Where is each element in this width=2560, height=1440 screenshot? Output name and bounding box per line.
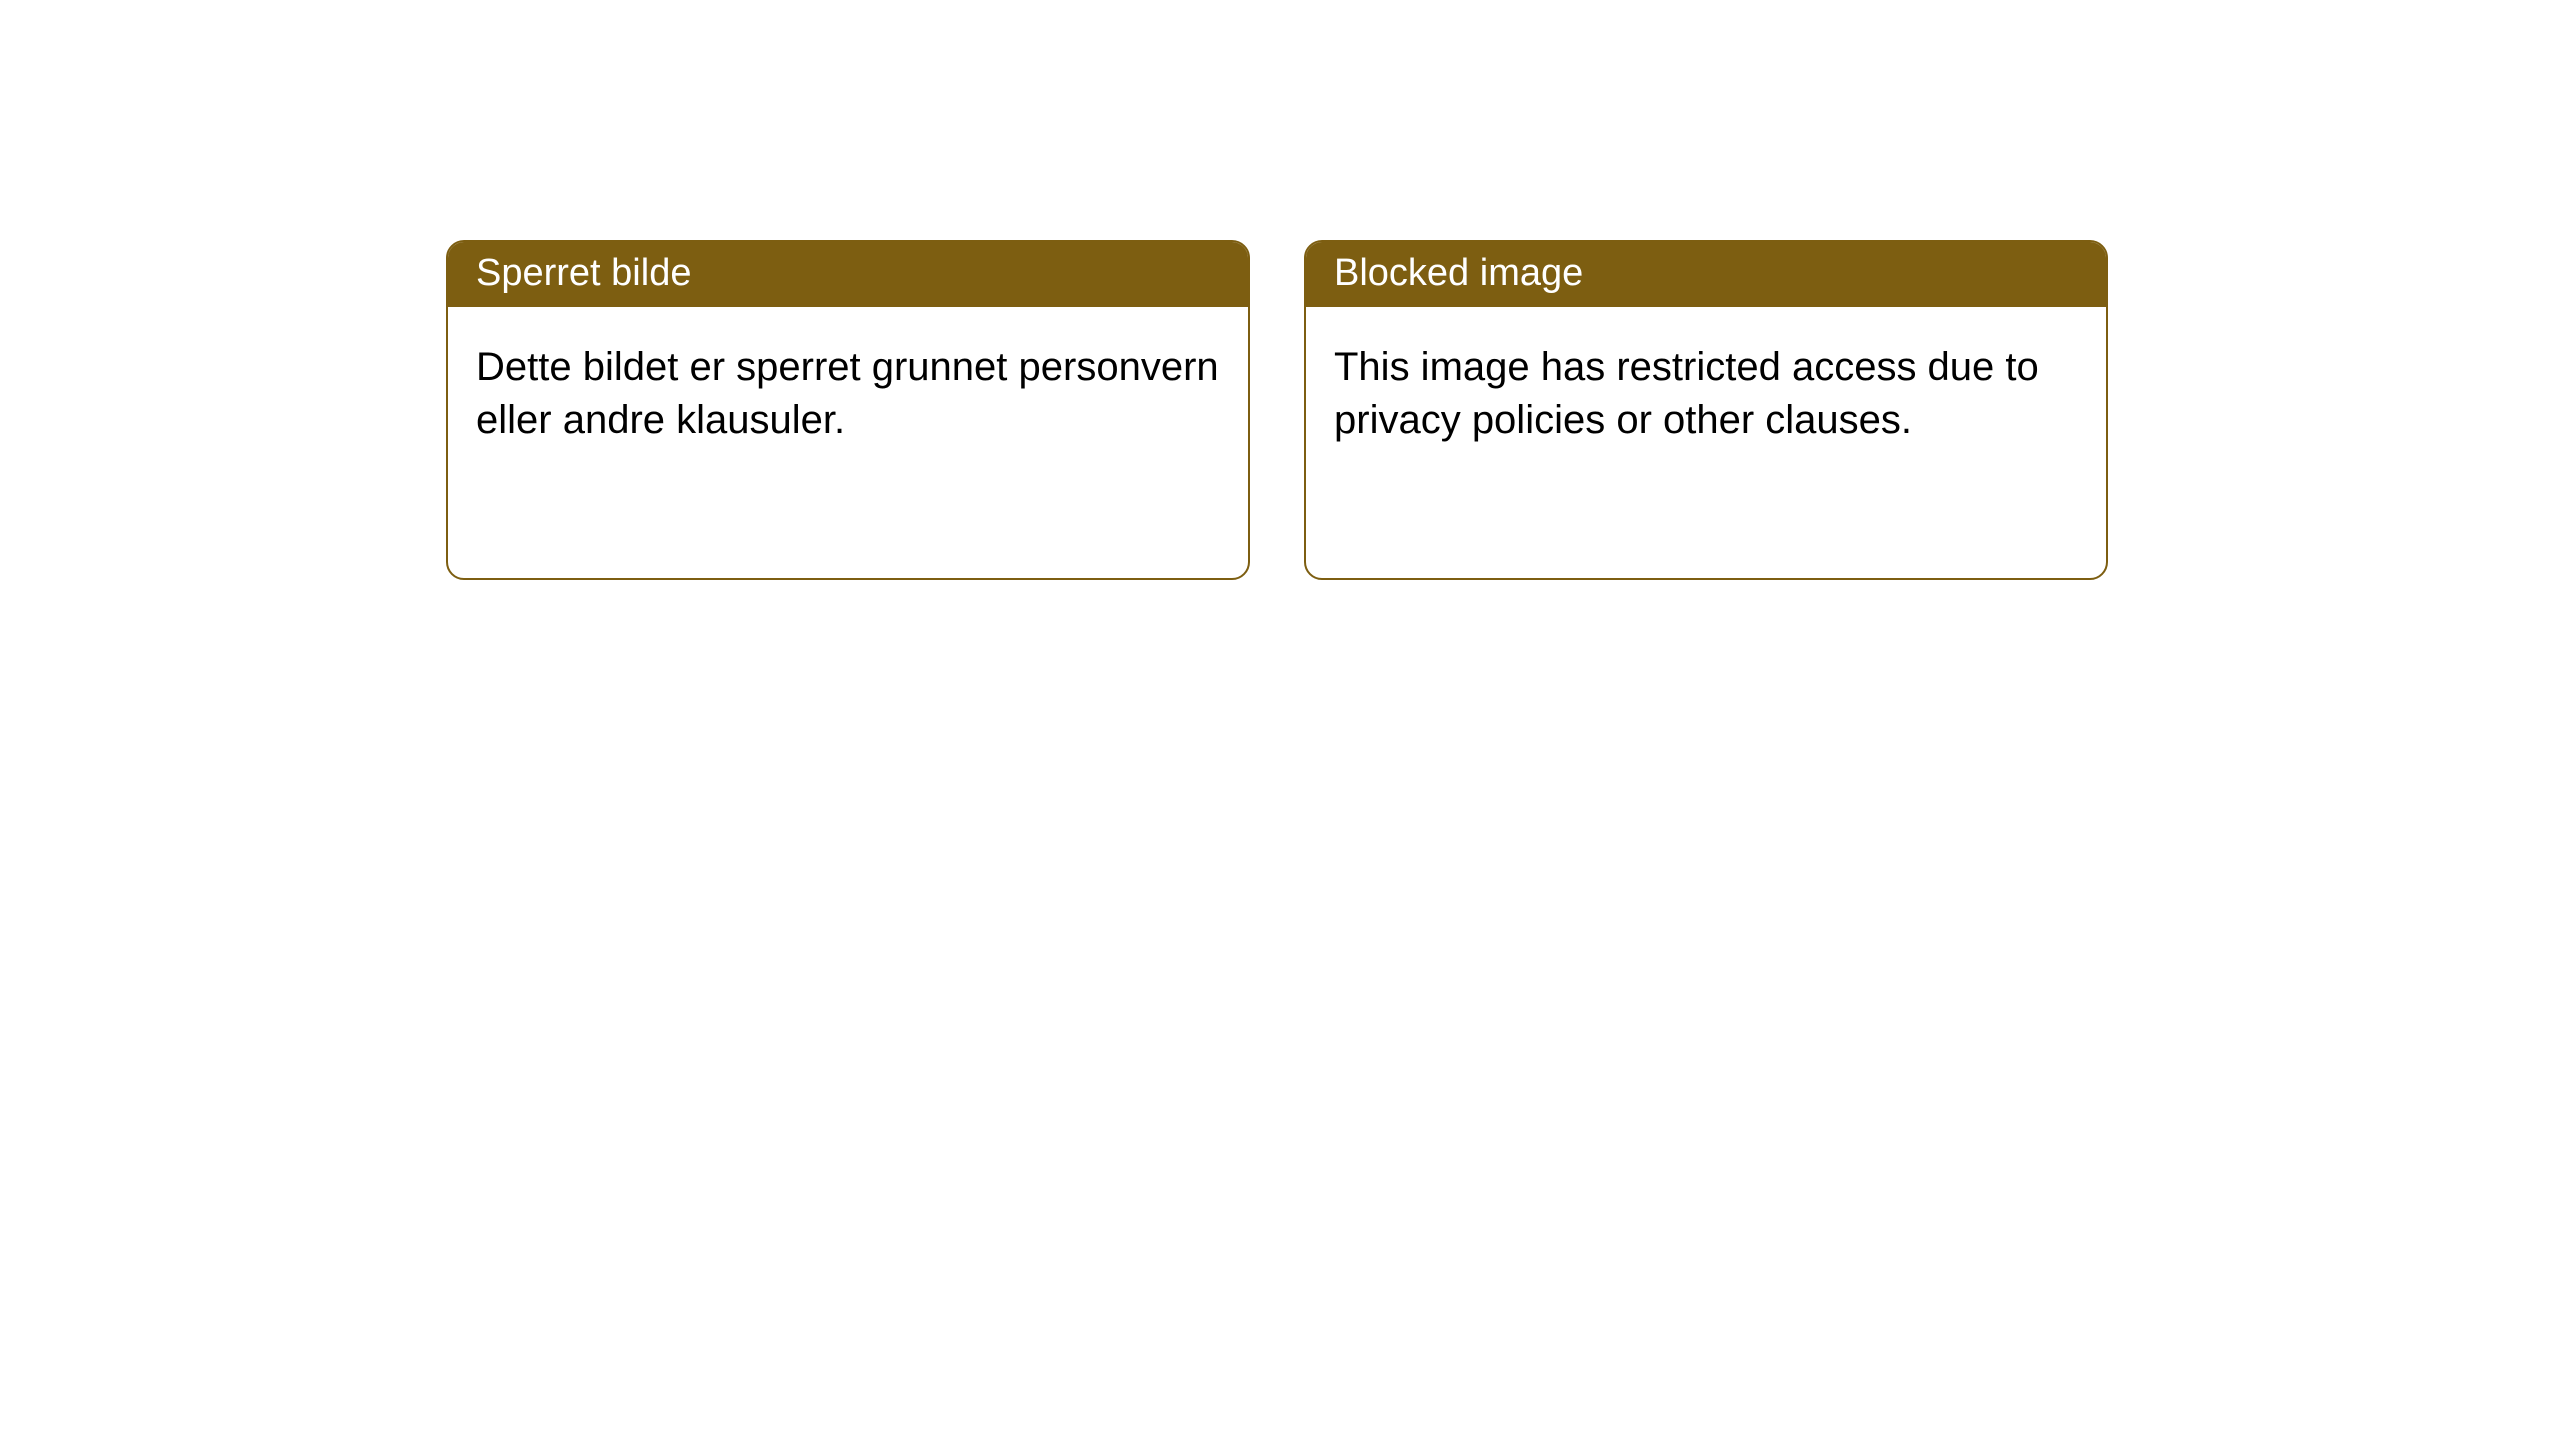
notice-container: Sperret bilde Dette bildet er sperret gr…: [0, 0, 2560, 580]
notice-card-english: Blocked image This image has restricted …: [1304, 240, 2108, 580]
notice-header: Sperret bilde: [448, 242, 1248, 307]
notice-body: Dette bildet er sperret grunnet personve…: [448, 307, 1248, 475]
notice-card-norwegian: Sperret bilde Dette bildet er sperret gr…: [446, 240, 1250, 580]
notice-header: Blocked image: [1306, 242, 2106, 307]
notice-body: This image has restricted access due to …: [1306, 307, 2106, 475]
